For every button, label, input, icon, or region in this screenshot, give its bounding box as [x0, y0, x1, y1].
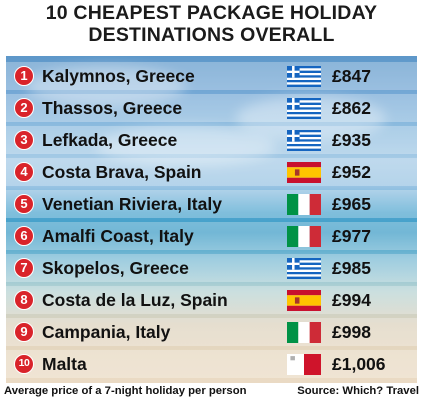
price-value: £847 — [332, 66, 371, 86]
destination-name: Kalymnos, Greece — [42, 66, 195, 86]
rank-badge: 10 — [14, 354, 34, 374]
price-value: £998 — [332, 322, 371, 342]
rank-badge: 6 — [14, 226, 34, 246]
cloud-decoration — [26, 66, 186, 106]
list-item: 2 Thassos, Greece £862 — [6, 94, 417, 122]
malta-flag-icon — [287, 354, 321, 375]
rank-badge: 8 — [14, 290, 34, 310]
destination-name: Lefkada, Greece — [42, 130, 178, 150]
footer-note: Average price of a 7-night holiday per p… — [4, 385, 247, 397]
price-value: £985 — [332, 258, 371, 278]
spain-flag-icon — [287, 162, 321, 183]
destination-name: Skopelos, Greece — [42, 258, 189, 278]
destination-name: Costa de la Luz, Spain — [42, 290, 228, 310]
title-line-1: 10 CHEAPEST PACKAGE HOLIDAY — [45, 2, 378, 24]
list-item: 10 Malta £1,006 — [6, 350, 417, 378]
price-value: £952 — [332, 162, 371, 182]
price-value: £965 — [332, 194, 371, 214]
rank-badge: 9 — [14, 322, 34, 342]
italy-flag-icon — [287, 194, 321, 215]
rank-badge: 1 — [14, 66, 34, 86]
list-item: 8 Costa de la Luz, Spain £994 — [6, 286, 417, 314]
rank-badge: 7 — [14, 258, 34, 278]
greece-flag-icon — [287, 258, 321, 279]
greece-flag-icon — [287, 130, 321, 151]
footer-source: Source: Which? Travel — [297, 385, 419, 397]
greece-flag-icon — [287, 66, 321, 87]
list-item: 1 Kalymnos, Greece £847 — [6, 62, 417, 90]
spain-flag-icon — [287, 290, 321, 311]
footer: Average price of a 7-night holiday per p… — [0, 383, 423, 400]
list-item: 7 Skopelos, Greece £985 — [6, 254, 417, 282]
destination-name: Amalfi Coast, Italy — [42, 226, 194, 246]
rank-badge: 3 — [14, 130, 34, 150]
destination-name: Venetian Riviera, Italy — [42, 194, 222, 214]
destination-name: Costa Brava, Spain — [42, 162, 202, 182]
list-item: 4 Costa Brava, Spain £952 — [6, 158, 417, 186]
greece-flag-icon — [287, 98, 321, 119]
price-value: £935 — [332, 130, 371, 150]
price-value: £862 — [332, 98, 371, 118]
price-value: £1,006 — [332, 354, 386, 374]
italy-flag-icon — [287, 226, 321, 247]
list-item: 5 Venetian Riviera, Italy £965 — [6, 190, 417, 218]
price-value: £994 — [332, 290, 371, 310]
rank-badge: 5 — [14, 194, 34, 214]
destination-name: Malta — [42, 354, 87, 374]
italy-flag-icon — [287, 322, 321, 343]
rank-badge: 2 — [14, 98, 34, 118]
rank-badge: 4 — [14, 162, 34, 182]
price-value: £977 — [332, 226, 371, 246]
beach-background-panel: 1 Kalymnos, Greece £847 2 Thassos, Greece £86… — [6, 56, 417, 383]
page-title: 10 CHEAPEST PACKAGE HOLIDAY DESTINATIONS… — [0, 2, 423, 46]
list-item: 6 Amalfi Coast, Italy £977 — [6, 222, 417, 250]
destination-name: Thassos, Greece — [42, 98, 183, 118]
title-line-2: DESTINATIONS OVERALL — [88, 24, 335, 46]
destination-name: Campania, Italy — [42, 322, 171, 342]
list-item: 9 Campania, Italy £998 — [6, 318, 417, 346]
cloud-decoration — [96, 126, 276, 166]
list-item: 3 Lefkada, Greece £935 — [6, 126, 417, 154]
